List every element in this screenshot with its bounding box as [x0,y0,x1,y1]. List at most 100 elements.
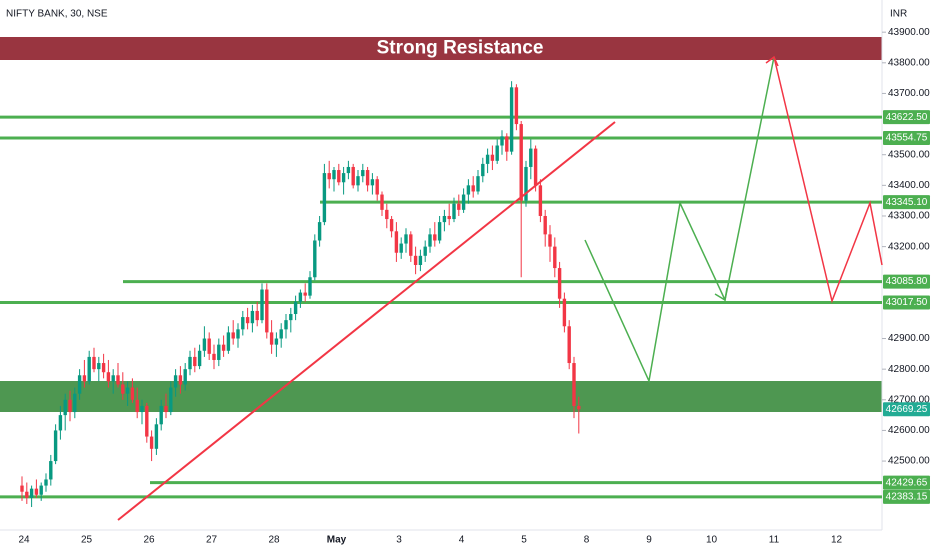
y-tick-label: 43800.00 [888,57,930,68]
candle-body [241,317,245,330]
candle-body [121,384,125,394]
candle-body [500,136,504,146]
y-tick-label: 42900.00 [888,333,930,344]
candle-body [509,87,514,152]
candle-body [490,154,495,161]
candle-body [73,393,77,413]
candle-body [519,124,523,201]
candle-body [116,375,120,385]
candle-body [452,203,456,220]
candle-body [245,317,250,324]
level-tag [883,489,930,504]
candle-body [197,350,202,367]
candle-body [193,356,197,367]
candle-body [428,234,432,247]
candle-body [207,338,211,354]
level-tag [883,110,930,125]
candle-body [553,246,557,269]
y-tick-label: 43400.00 [888,180,930,191]
candle-body [466,185,471,195]
chart-title: NIFTY BANK, 30, NSE [6,9,108,20]
candle-body [375,179,379,195]
candle-body [169,387,173,413]
forecast-up [584,56,775,384]
candle-body [92,356,96,370]
candle-body [178,375,183,385]
candle-body [226,332,231,351]
candle-body [514,87,519,125]
y-tick-label: 43200.00 [888,241,930,252]
level-label: 42383.15 [886,492,928,503]
x-tick-label: 27 [206,535,218,546]
candle-body [341,173,346,183]
x-tick-label: 28 [268,535,280,546]
candle-body [293,301,298,315]
y-tick-label: 43500.00 [888,149,930,160]
candle-body [557,268,562,299]
candle-body [351,166,355,186]
trend-line [117,121,616,521]
resistance-label: Strong Resistance [377,38,544,59]
candle-body [476,176,480,192]
candle-body [399,243,403,253]
candle-body [380,194,384,210]
candle-body [183,369,187,385]
candle-body [313,240,317,278]
level-label: 43085.80 [886,276,928,287]
level-label: 43554.75 [886,133,928,144]
candle-body [279,329,283,339]
level-tag [883,195,930,210]
candle-body [322,173,327,223]
level-tag [883,130,930,145]
x-tick-label: May [327,535,347,546]
candle-body [149,436,154,449]
x-tick-label: 4 [459,535,465,546]
candle-body [346,166,351,174]
candle-body [202,338,207,351]
candle-body [409,234,413,256]
candle-body [361,170,365,177]
candle-body [481,163,485,177]
candle-body [250,310,255,324]
y-tick-label: 42800.00 [888,364,930,375]
x-tick-label: 12 [831,535,843,546]
candle-body [389,219,394,232]
arrow-head [714,287,728,302]
candle-body [274,338,279,345]
candle-body [82,375,87,382]
candle-body [140,405,144,413]
candle-body [289,314,293,321]
resistance-zone [0,37,882,60]
candle-body [562,298,567,327]
last-price-label: 42669.25 [886,404,928,415]
candle-body [63,399,67,416]
candle-body [145,405,149,437]
candle-body [471,185,475,192]
x-tick-label: 8 [584,535,590,546]
level-tag [883,274,930,289]
level-tag [883,475,930,490]
candle-body [529,148,533,167]
candle-body [404,234,408,244]
y-tick-label: 42600.00 [888,425,930,436]
last-price-tag [883,402,930,417]
level-tag [883,295,930,310]
candle-body [538,185,543,216]
y-tick-label: 43900.00 [888,27,930,38]
candle-body [533,148,538,186]
candle-body [447,215,451,220]
x-tick-label: 25 [81,535,93,546]
candle-body [356,176,360,186]
candle-body [68,399,72,413]
level-label: 43017.50 [886,297,928,308]
candle-body [327,173,331,180]
arrow-head [765,55,779,67]
candle-body [437,222,442,241]
candle-body [370,179,375,186]
candle-body [20,485,24,492]
candle-body [308,277,312,296]
candle-body [77,375,82,394]
candle-body [164,405,168,413]
